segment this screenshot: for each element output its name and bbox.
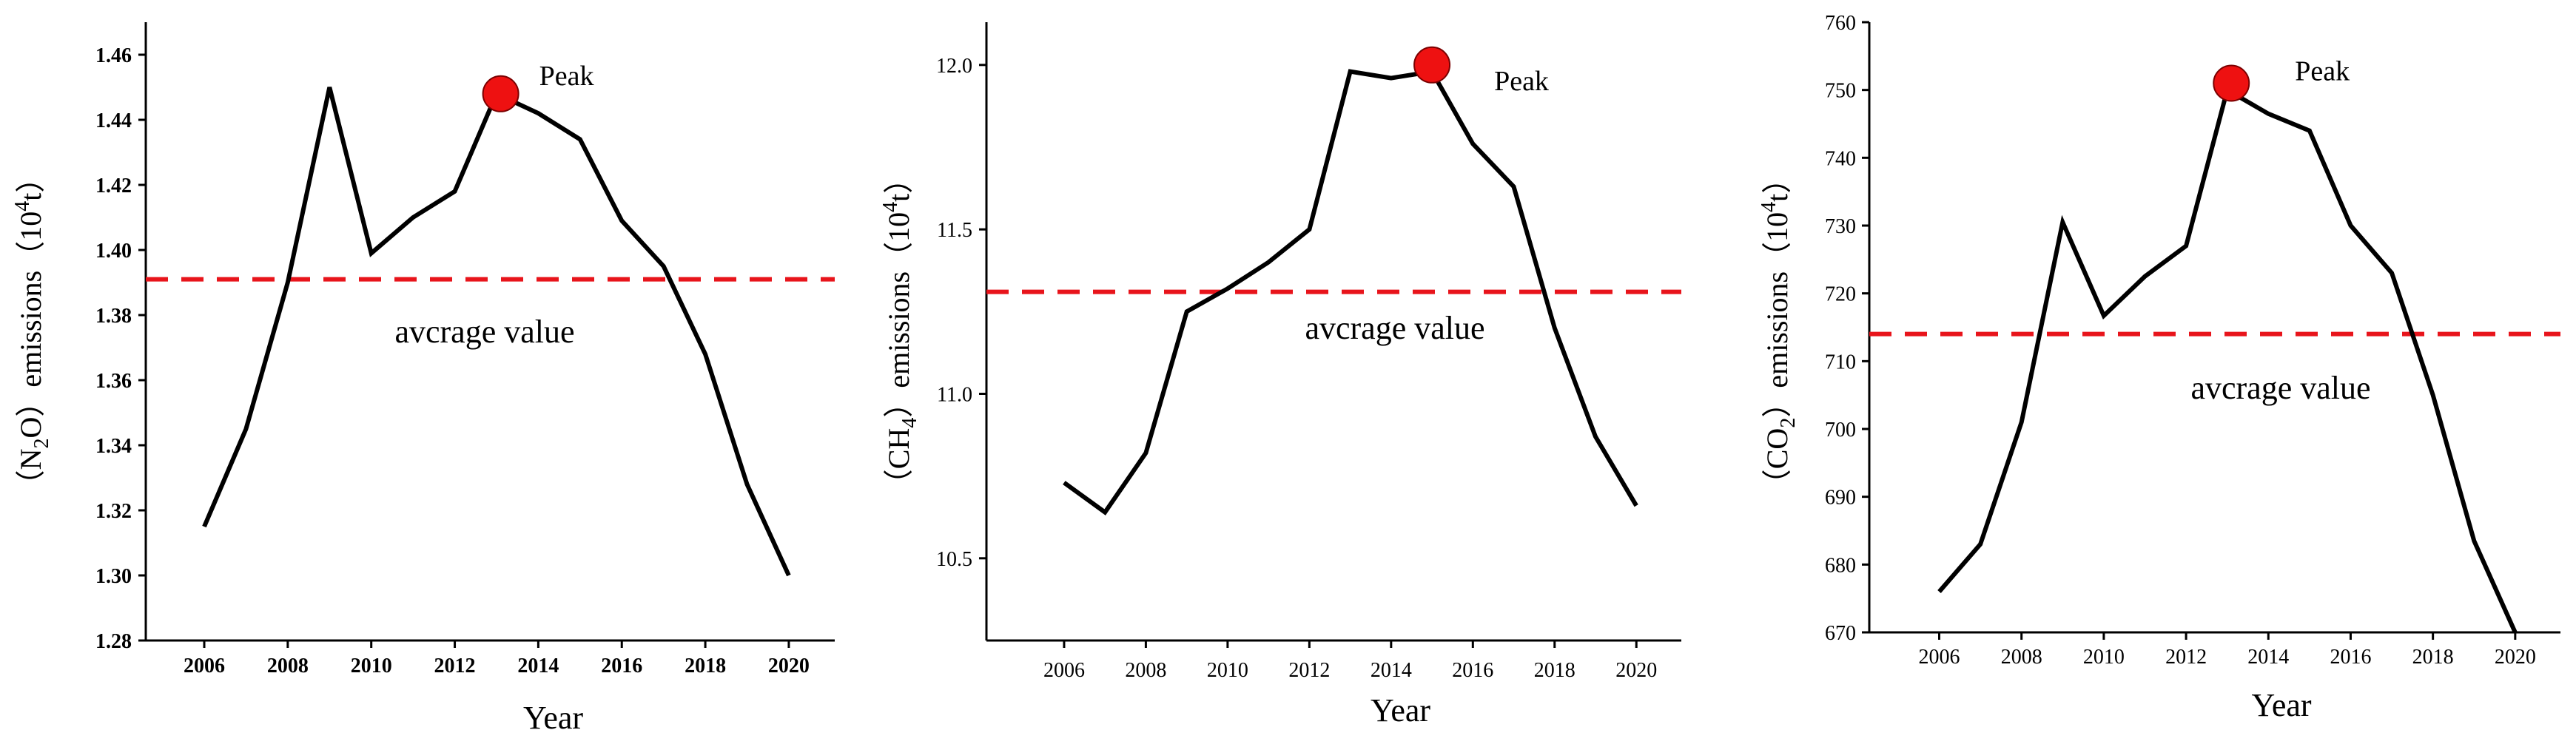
- peak-marker: [482, 75, 519, 112]
- y-tick-label: 760: [1825, 12, 1856, 35]
- x-axis-label: Year: [2251, 687, 2311, 723]
- x-tick-label: 2012: [434, 655, 476, 677]
- y-axis-label-part: 2: [30, 438, 53, 448]
- y-axis-label-part: 2: [1777, 418, 1800, 428]
- x-tick-label: 2012: [1288, 659, 1330, 682]
- average-label: avcrage value: [1305, 310, 1484, 346]
- y-tick-label: 12.0: [936, 55, 972, 78]
- y-axis-label: （CO2）emissions（104t）: [1758, 164, 1800, 499]
- y-axis-label: （N2O）emissions（104t）: [11, 163, 53, 500]
- panel-ch4: 10.5 11.0 11.5 12.0 2006 2008 2010 2012 2014 2016…: [879, 22, 1681, 729]
- y-tick-label: 10.5: [936, 548, 972, 571]
- y-tick-label: 11.5: [937, 219, 972, 242]
- panel-co2: 670 680 690 700 710 720 730 740 750 760 2006 2008 20…: [1758, 12, 2560, 723]
- y-axis-label-part: （CO: [1761, 428, 1794, 499]
- x-tick-label: 2006: [1919, 646, 1960, 669]
- x-tick-label: 2010: [1207, 659, 1248, 682]
- x-tick-label: 2008: [267, 655, 309, 677]
- y-tick-label: 740: [1825, 147, 1856, 170]
- y-axis-label: （CH4）emissions（104t）: [879, 164, 921, 499]
- x-tick-label: 2020: [2495, 646, 2536, 669]
- y-tick-label: 1.44: [95, 109, 132, 132]
- peak-label: Peak: [2295, 56, 2350, 87]
- x-tick-label: 2020: [768, 655, 810, 677]
- average-label: avcrage value: [2190, 370, 2370, 406]
- y-axis-label-part: 4: [879, 202, 902, 212]
- y-tick-label: 670: [1825, 622, 1856, 645]
- y-axis-label-part: O）emissions（10: [14, 212, 47, 439]
- y-tick-label: 1.42: [95, 175, 132, 197]
- y-tick-label: 680: [1825, 554, 1856, 577]
- panel-n2o: 1.28 1.30 1.32 1.34 1.36 1.38 1.40 1.42 1.44 1.46…: [11, 22, 835, 736]
- y-axis-label-part: 4: [11, 201, 34, 212]
- x-axis-label: Year: [523, 700, 583, 736]
- x-tick-label: 2014: [1371, 659, 1412, 682]
- y-tick-label: 1.32: [95, 500, 132, 523]
- y-tick-label: 700: [1825, 419, 1856, 442]
- y-axis-label-part: t）: [1761, 164, 1794, 202]
- x-tick-label: 2014: [517, 655, 559, 677]
- x-axis-label: Year: [1371, 692, 1430, 729]
- y-tick-label: 690: [1825, 487, 1856, 510]
- y-axis-label-part: ）emissions（10: [1761, 212, 1794, 418]
- x-tick-label: 2016: [1452, 659, 1493, 682]
- peak-marker: [1413, 46, 1451, 84]
- y-axis-label-part: ）emissions（10: [882, 212, 915, 418]
- y-axis-label-part: （N: [14, 448, 47, 499]
- y-axis-label-part: t）: [882, 164, 915, 202]
- y-tick-label: 1.38: [95, 305, 132, 328]
- x-tick-label: 2012: [2165, 646, 2207, 669]
- x-tick-label: 2006: [1043, 659, 1085, 682]
- x-tick-label: 2018: [685, 655, 726, 677]
- y-tick-label: 1.30: [95, 565, 132, 588]
- series-line: [1063, 69, 1638, 516]
- x-tick-label: 2018: [1534, 659, 1575, 682]
- peak-label: Peak: [539, 61, 594, 92]
- x-tick-label: 2008: [2001, 646, 2042, 669]
- x-tick-label: 2010: [351, 655, 392, 677]
- y-axis-label-part: 4: [1758, 202, 1780, 212]
- peak-marker: [2213, 64, 2250, 102]
- y-tick-label: 1.40: [95, 240, 132, 263]
- average-label: avcrage value: [394, 314, 574, 350]
- x-tick-label: 2006: [184, 655, 225, 677]
- y-tick-label: 730: [1825, 215, 1856, 238]
- y-axis-label-part: 4: [898, 418, 921, 428]
- y-tick-label: 1.28: [95, 630, 132, 653]
- x-tick-label: 2008: [1125, 659, 1166, 682]
- y-axis-label-part: （CH: [882, 428, 915, 499]
- y-tick-label: 1.36: [95, 370, 132, 393]
- x-tick-label: 2020: [1615, 659, 1657, 682]
- x-tick-label: 2016: [601, 655, 642, 677]
- y-tick-label: 1.34: [95, 435, 132, 458]
- x-tick-label: 2016: [2330, 646, 2371, 669]
- y-tick-label: 750: [1825, 80, 1856, 103]
- y-tick-label: 720: [1825, 283, 1856, 306]
- x-tick-label: 2018: [2412, 646, 2454, 669]
- y-tick-label: 1.46: [95, 44, 132, 67]
- y-axis-label-part: t）: [14, 163, 47, 201]
- y-tick-label: 710: [1825, 351, 1856, 374]
- peak-label: Peak: [1494, 66, 1549, 97]
- series-line: [1937, 87, 2518, 634]
- x-tick-label: 2014: [2247, 646, 2289, 669]
- y-tick-label: 11.0: [937, 383, 972, 406]
- x-tick-label: 2010: [2083, 646, 2125, 669]
